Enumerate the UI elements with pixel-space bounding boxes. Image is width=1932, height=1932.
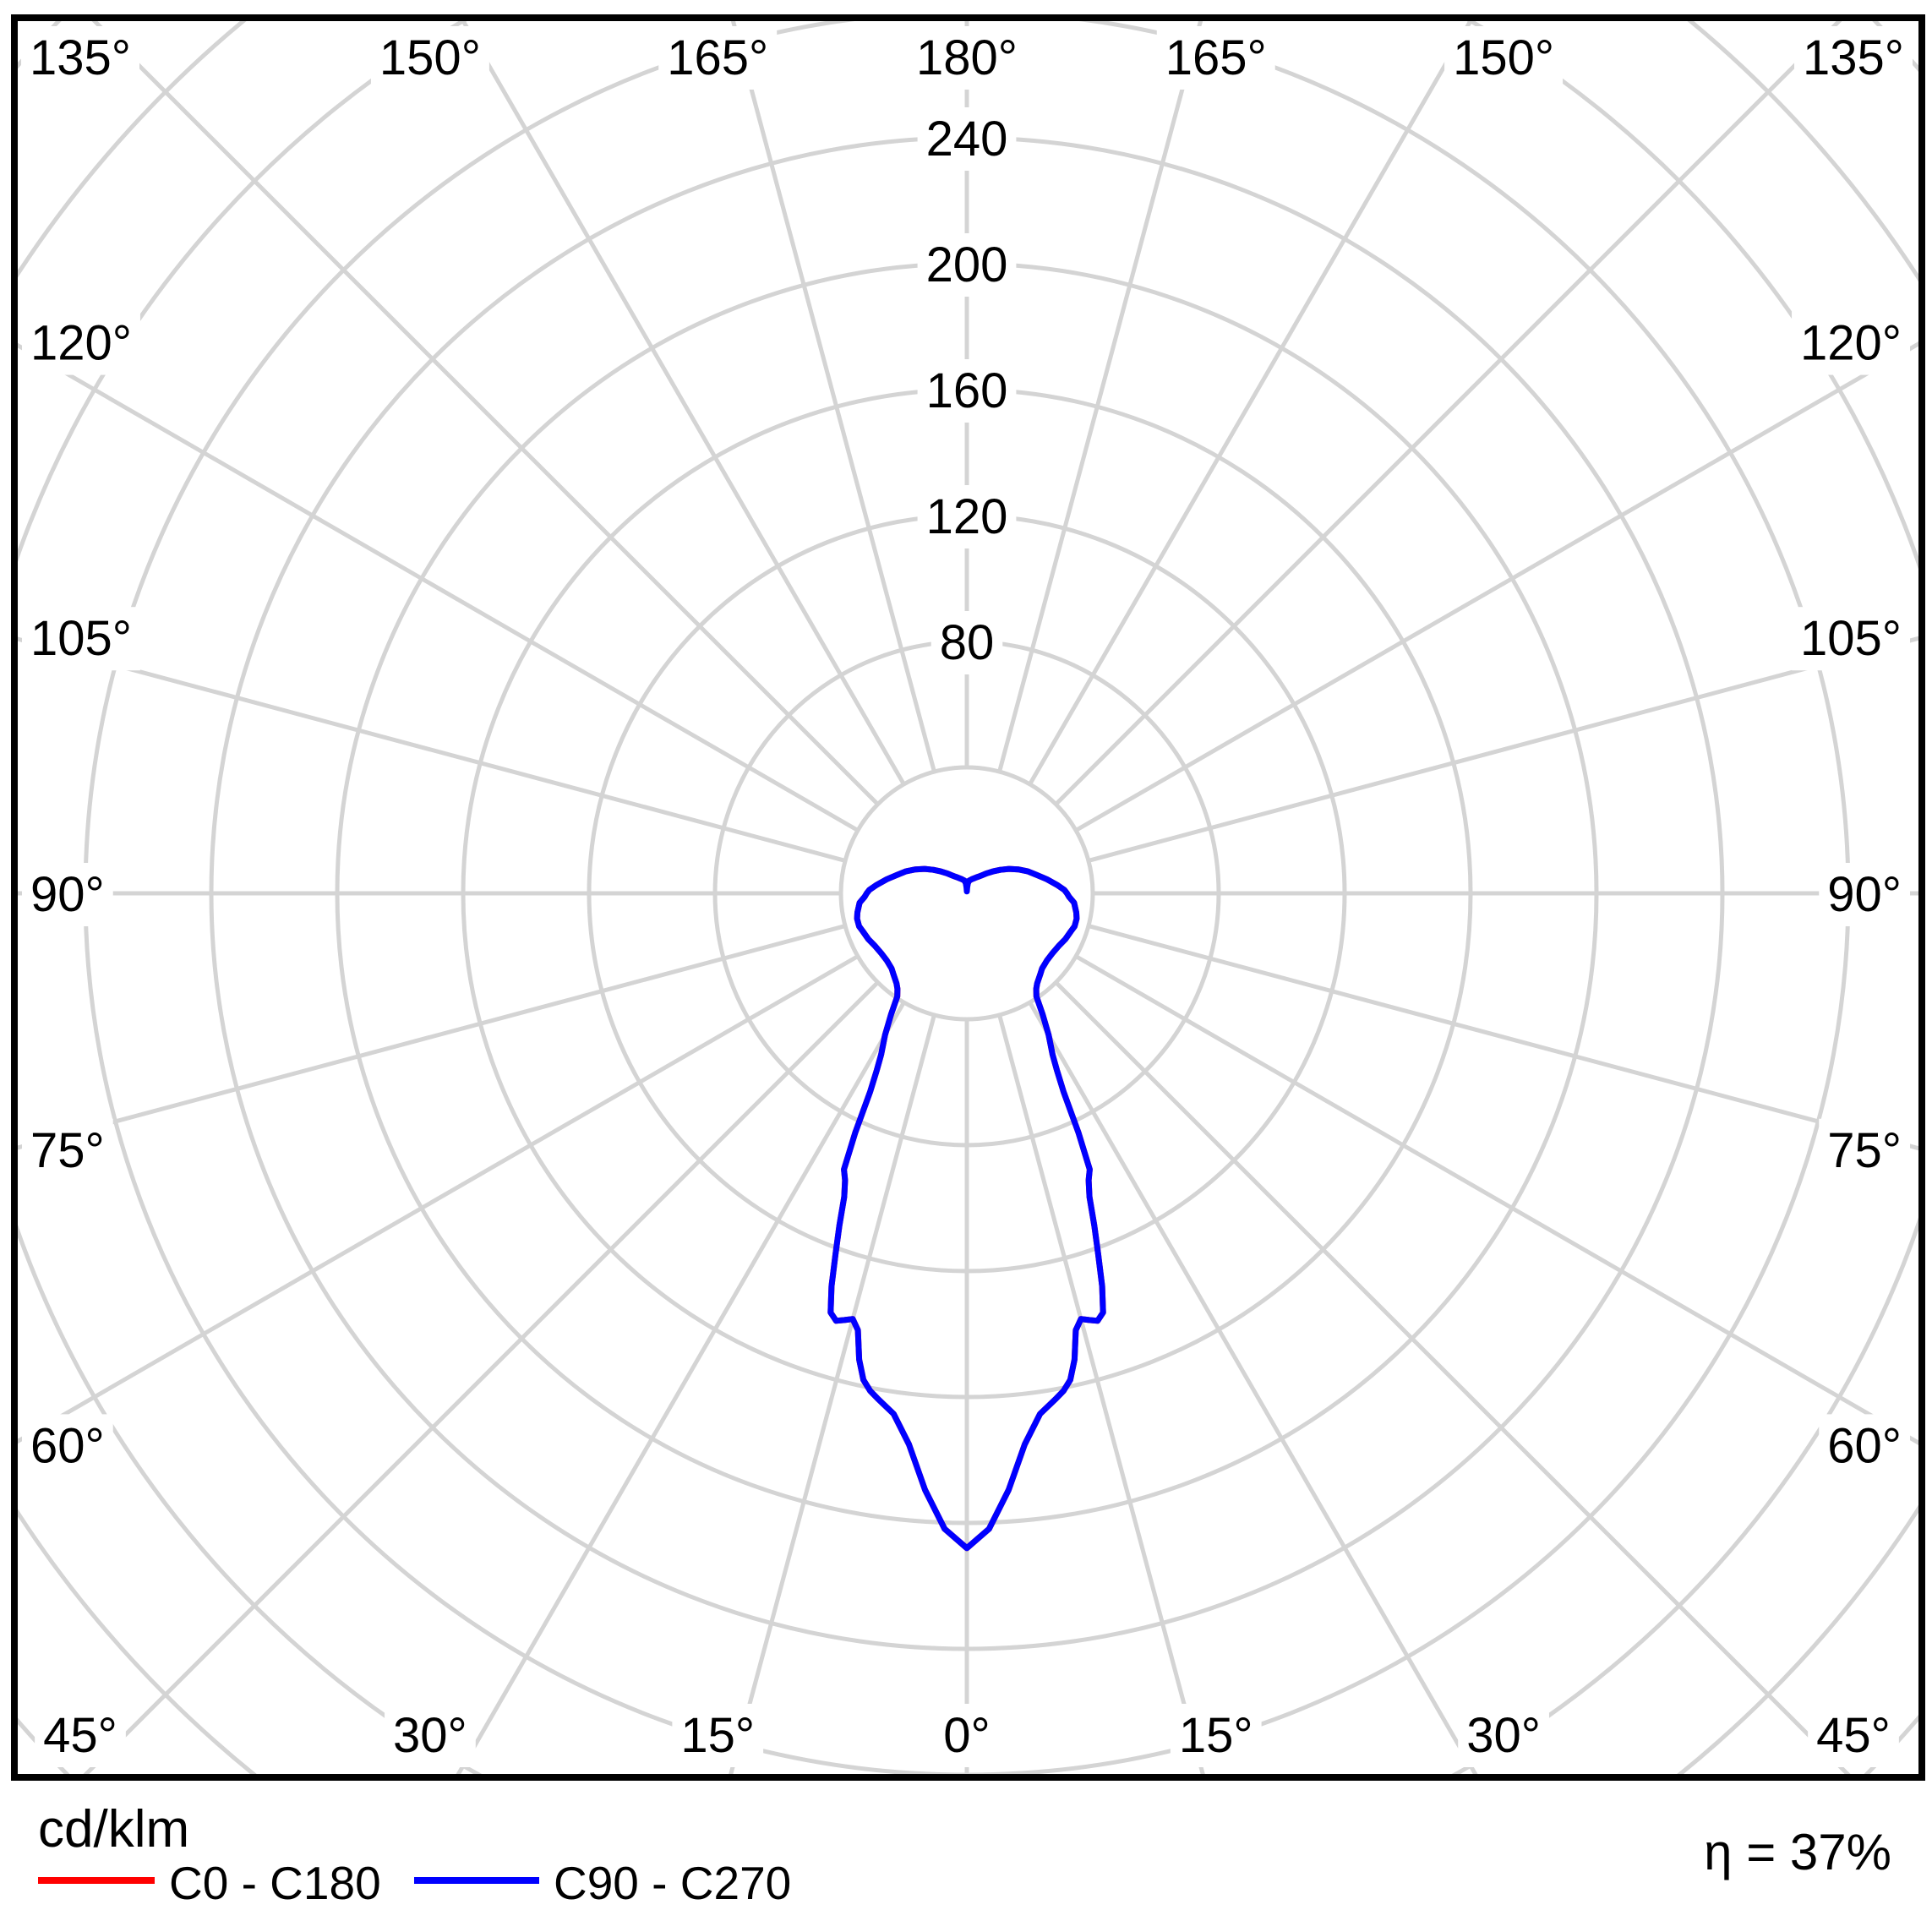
- label-mask: [22, 1118, 113, 1182]
- label-mask: [917, 359, 1017, 423]
- label-mask: [908, 26, 1026, 90]
- label-mask: [22, 607, 140, 671]
- label-mask: [22, 311, 140, 375]
- radial-tick-label: 240: [926, 112, 1008, 166]
- grid-radial-line: [1028, 21, 1473, 786]
- angle-label-top: 135°: [1803, 30, 1904, 85]
- legend-label-c0: C0 - C180: [169, 1857, 381, 1909]
- grid-radial-line: [18, 342, 860, 832]
- grid-radial-line: [997, 21, 1203, 772]
- plot-frame: [11, 14, 1925, 1781]
- angle-label-right: 90°: [1827, 867, 1902, 922]
- grid-radial-line: [18, 954, 860, 1444]
- units-label: cd/klm: [38, 1800, 189, 1858]
- angle-label-top: 165°: [1165, 30, 1267, 85]
- angle-label-left: 105°: [30, 611, 132, 666]
- angle-label-right: 60°: [1827, 1418, 1902, 1473]
- intensity-curves: [827, 865, 1106, 1552]
- grid-radial-line: [18, 636, 846, 863]
- label-mask: [1792, 311, 1910, 375]
- label-mask: [35, 1704, 126, 1767]
- label-mask: [1819, 863, 1910, 926]
- angle-label-top: 180°: [916, 30, 1018, 85]
- grid-radial-line: [1074, 341, 1918, 832]
- radial-tick-label: 160: [926, 363, 1008, 418]
- angle-label-left: 90°: [30, 867, 105, 922]
- legend-label-c90: C90 - C270: [554, 1857, 791, 1909]
- angle-label-right: 120°: [1800, 316, 1902, 371]
- grid-radial-line: [1074, 954, 1918, 1445]
- angle-label-left: 60°: [30, 1418, 105, 1473]
- angle-label-bottom: 30°: [393, 1708, 467, 1763]
- label-mask: [658, 26, 778, 90]
- angle-label-left: 120°: [30, 316, 132, 371]
- label-mask: [1794, 26, 1913, 90]
- label-mask: [917, 485, 1017, 548]
- angle-label-left: 75°: [30, 1123, 105, 1178]
- curve-c90-c270: [827, 865, 1106, 1552]
- label-mask: [1792, 607, 1910, 671]
- angle-label-bottom: 30°: [1466, 1708, 1541, 1763]
- label-mask: [370, 26, 489, 90]
- efficiency-label: η = 37%: [1704, 1824, 1891, 1880]
- angle-label-right: 105°: [1800, 611, 1902, 666]
- label-mask: [1170, 1704, 1262, 1767]
- grid-radial-line: [1088, 636, 1918, 863]
- label-mask: [935, 1704, 999, 1767]
- label-mask: [931, 611, 1003, 674]
- label-mask: [1808, 1704, 1899, 1767]
- angle-label-top: 150°: [379, 30, 481, 85]
- label-mask: [917, 107, 1017, 171]
- grid-radial-line: [729, 1014, 936, 1774]
- grid-radial-line: [1088, 924, 1918, 1151]
- angle-label-top: 150°: [1453, 30, 1554, 85]
- radial-tick-label: 80: [940, 615, 995, 670]
- label-mask: [1156, 26, 1275, 90]
- grid-radial-line: [456, 1001, 906, 1774]
- radial-tick-label: 200: [926, 237, 1008, 292]
- label-mask: [22, 863, 113, 926]
- angle-label-bottom: 0°: [943, 1708, 990, 1763]
- angle-label-bottom: 15°: [1179, 1708, 1253, 1763]
- label-mask: [1458, 1704, 1549, 1767]
- label-mask: [1819, 1414, 1910, 1478]
- grid-radial-line: [1028, 1001, 1478, 1774]
- grid-radial-line: [461, 21, 906, 786]
- label-mask: [385, 1704, 476, 1767]
- label-mask: [917, 233, 1017, 297]
- label-mask: [672, 1704, 764, 1767]
- angle-label-bottom: 45°: [1816, 1708, 1891, 1763]
- angle-label-top: 135°: [30, 30, 131, 85]
- grid-radial-line: [18, 924, 846, 1150]
- grid-radial-line: [730, 21, 936, 772]
- radial-tick-label: 120: [926, 489, 1008, 544]
- label-mask: [1819, 1118, 1910, 1182]
- label-mask: [22, 1414, 113, 1478]
- angle-label-right: 75°: [1827, 1123, 1902, 1178]
- label-mask: [21, 26, 139, 90]
- angle-label-top: 165°: [667, 30, 768, 85]
- angle-label-bottom: 45°: [43, 1708, 117, 1763]
- angle-label-bottom: 15°: [680, 1708, 755, 1763]
- label-mask: [1444, 26, 1564, 90]
- axis-labels: 135° 150° 165° 180° 165° 150° 135° 45° 30° 15° 0° 1…: [21, 26, 1913, 1767]
- grid-radial-line: [997, 1014, 1205, 1774]
